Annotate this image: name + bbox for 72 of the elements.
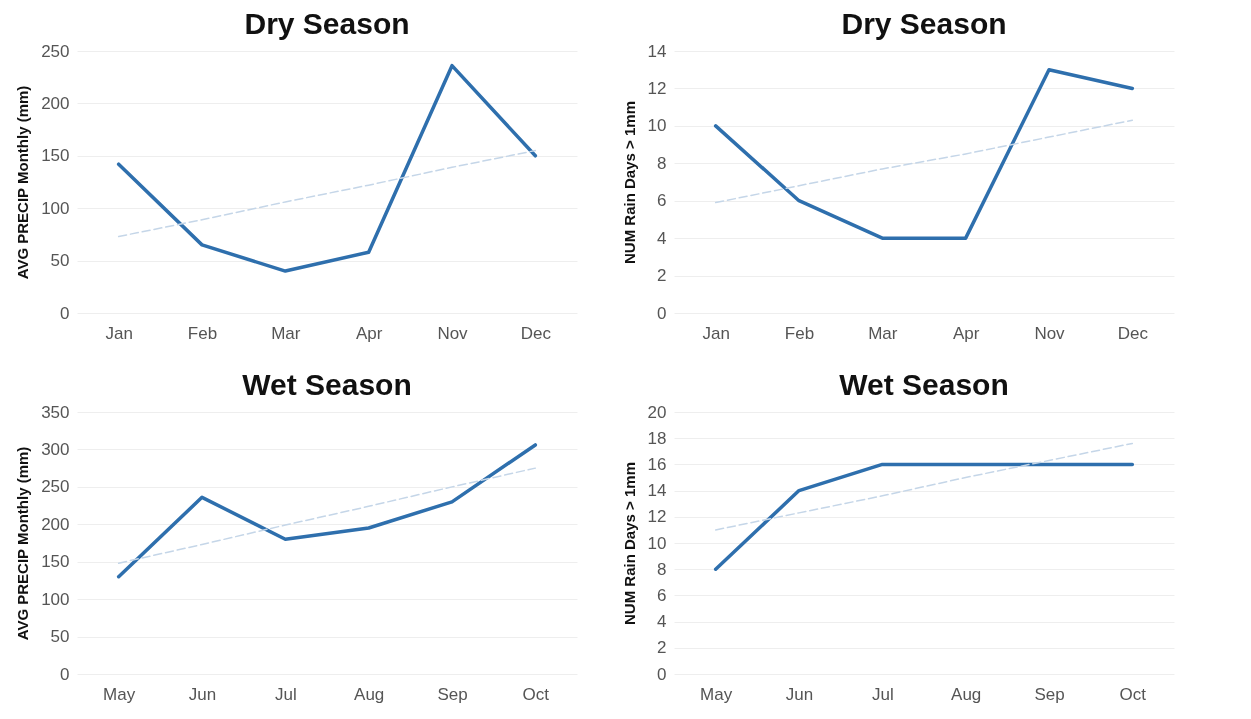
y-tick-label: 0	[657, 303, 667, 323]
x-tick-label: Sep	[1034, 684, 1065, 704]
y-axis-title: AVG PRECIP Monthly (mm)	[14, 85, 32, 280]
line-series	[714, 442, 1134, 531]
y-tick-label: 100	[41, 589, 70, 609]
x-tick-label: Feb	[187, 323, 218, 343]
x-tick-label: Mar	[271, 323, 301, 343]
x-tick-label: Apr	[355, 323, 383, 343]
x-tick-label: May	[700, 684, 733, 704]
chart-title: Dry Season	[841, 7, 1007, 40]
line-series	[117, 467, 537, 564]
y-tick-label: 2	[657, 638, 667, 658]
chart-title: Dry Season	[244, 7, 410, 40]
y-tick-label: 200	[41, 93, 70, 113]
y-axis-title: NUM Rain Days > 1mm	[620, 462, 638, 625]
y-tick-label: 8	[657, 559, 667, 579]
y-tick-label: 18	[647, 428, 667, 448]
x-tick-label: Jan	[702, 323, 730, 343]
y-tick-label: 50	[50, 251, 70, 271]
x-tick-label: Aug	[354, 684, 385, 704]
y-tick-label: 14	[647, 41, 667, 61]
x-tick-label: Dec	[1117, 323, 1149, 343]
y-tick-label: 300	[41, 439, 70, 459]
y-tick-label: 100	[41, 198, 70, 218]
x-tick-label: Feb	[784, 323, 815, 343]
y-tick-label: 150	[41, 552, 70, 572]
line-series	[117, 149, 537, 238]
line-series	[116, 443, 538, 579]
y-tick-label: 20	[647, 402, 667, 422]
y-tick-label: 4	[657, 612, 667, 632]
y-axis-title: NUM Rain Days > 1mm	[620, 101, 638, 264]
x-tick-label: Jan	[105, 323, 133, 343]
x-tick-label: Nov	[437, 323, 469, 343]
y-tick-label: 14	[647, 481, 667, 501]
chart-title: Wet Season	[839, 368, 1009, 401]
y-tick-label: 10	[647, 116, 667, 136]
line-series	[713, 67, 1135, 240]
y-tick-label: 6	[657, 191, 667, 211]
y-tick-label: 250	[41, 41, 70, 61]
y-tick-label: 8	[657, 153, 667, 173]
y-tick-label: 12	[647, 78, 667, 98]
y-tick-label: 10	[647, 533, 667, 553]
y-tick-label: 250	[41, 477, 70, 497]
x-tick-label: Oct	[1119, 684, 1147, 704]
x-tick-label: Oct	[522, 684, 550, 704]
x-tick-label: May	[103, 684, 136, 704]
x-tick-label: Aug	[951, 684, 982, 704]
y-axis-title: AVG PRECIP Monthly (mm)	[14, 446, 32, 641]
x-tick-label: Mar	[868, 323, 898, 343]
y-tick-label: 150	[41, 146, 70, 166]
x-tick-label: Jun	[785, 684, 814, 704]
y-tick-label: 0	[60, 303, 70, 323]
y-tick-label: 350	[41, 402, 70, 422]
y-tick-label: 2	[657, 266, 667, 286]
y-tick-label: 0	[60, 664, 70, 684]
y-tick-label: 6	[657, 585, 667, 605]
chart-title: Wet Season	[242, 368, 412, 401]
x-tick-label: Apr	[952, 323, 980, 343]
y-tick-label: 200	[41, 514, 70, 534]
y-tick-label: 50	[50, 627, 70, 647]
x-tick-label: Dec	[520, 323, 552, 343]
x-tick-label: Jun	[188, 684, 217, 704]
line-series	[116, 63, 538, 273]
x-tick-label: Jul	[274, 684, 297, 704]
y-tick-label: 0	[657, 664, 667, 684]
x-tick-label: Sep	[437, 684, 468, 704]
line-series	[714, 119, 1134, 204]
y-tick-label: 4	[657, 228, 667, 248]
y-tick-label: 12	[647, 507, 667, 527]
x-tick-label: Nov	[1034, 323, 1066, 343]
y-tick-label: 16	[647, 454, 667, 474]
x-tick-label: Jul	[871, 684, 894, 704]
